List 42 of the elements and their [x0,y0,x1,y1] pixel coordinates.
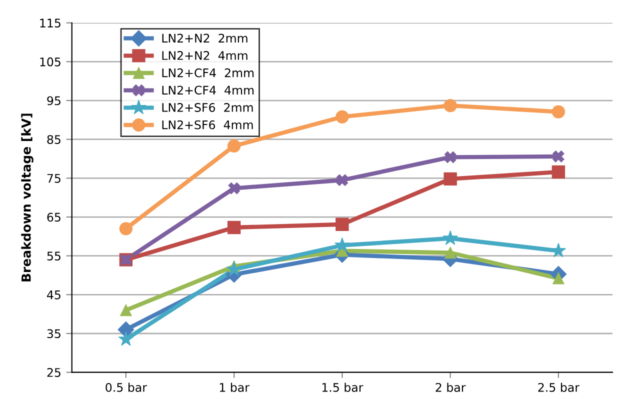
point [336,174,348,186]
point [444,172,457,186]
point [336,218,349,231]
point [118,331,134,346]
legend-label: LN2+CF4 2mm [162,68,254,78]
point [442,230,458,245]
y-tick-label: 95 [47,96,60,106]
legend-label: LN2+N2 2mm [162,34,248,42]
point [227,139,241,153]
point [118,321,134,338]
y-tick-label: 45 [47,290,60,300]
x-tick-label: 2 bar [436,382,466,392]
y-tick-label: 35 [47,329,60,338]
legend-label: LN2+N2 4mm [162,51,248,60]
legend-label: LN2+CF4 4mm [162,86,254,95]
x-tick-label: 1.5 bar [322,382,364,392]
point [120,304,132,316]
y-tick-label: 115 [40,18,60,28]
y-tick-label: 75 [47,174,60,183]
x-tick-label: 2.5 bar [538,382,580,392]
x-tick-label: 1 bar [220,382,250,392]
point [336,110,349,124]
point [119,222,133,236]
point [334,237,350,252]
point [444,98,457,112]
point [552,165,566,179]
point [227,220,241,234]
x-tick-label: 0.5 bar [106,382,147,392]
point [444,151,456,164]
point [550,242,566,258]
point [228,182,240,194]
y-tick-label: 25 [47,368,60,377]
y-tick-label: 85 [47,135,60,144]
legend-label: LN2+SF6 2mm [162,103,253,112]
y-tick-label: 65 [47,212,60,222]
legend-label: LN2+SF6 4mm [162,120,253,130]
point [552,150,564,162]
point [552,105,566,118]
y-axis-title: Breakdown voltage [kV] [21,114,34,282]
y-tick-label: 55 [47,252,60,260]
y-tick-label: 105 [40,57,60,66]
point [444,246,456,259]
